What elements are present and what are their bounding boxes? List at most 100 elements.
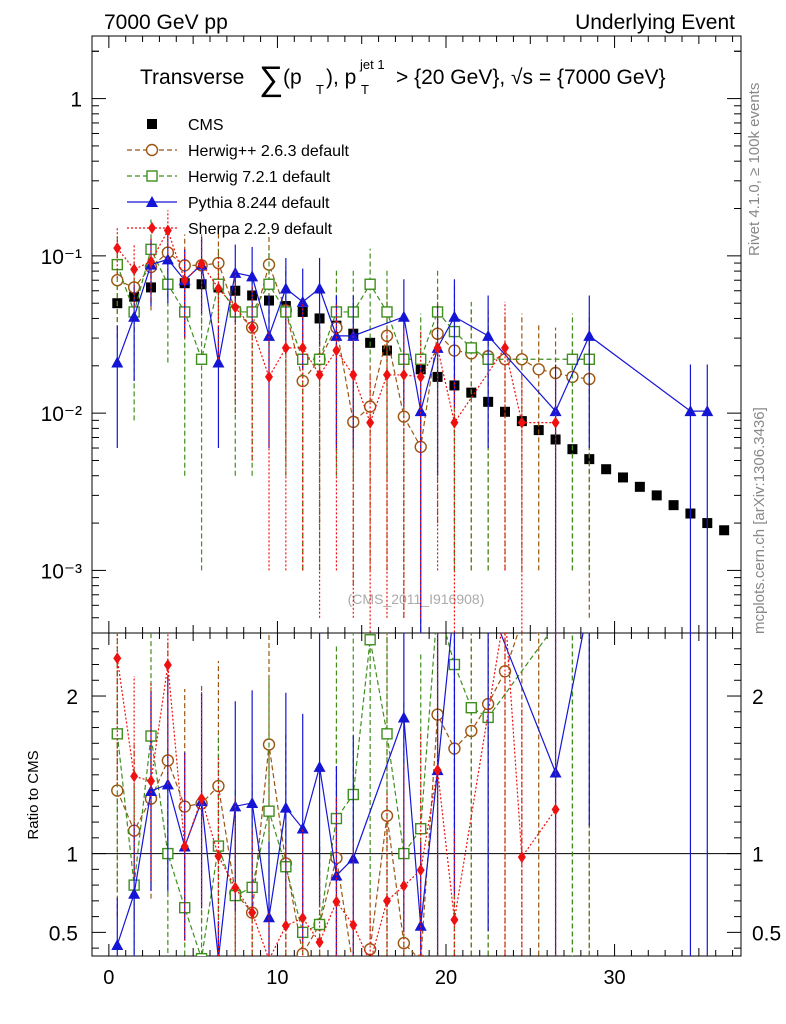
cms-point [500,406,510,417]
title-rest: > {20 GeV}, √s = {7000 GeV} [396,66,666,89]
cms-point [719,525,730,536]
pythia-8-244-default-point [111,356,124,368]
y-tick-label-ratio: 2 [66,686,78,709]
sherpa-2-2-9-default-point [214,282,223,295]
y-tick-label-main: 10⁻³ [41,560,82,583]
sherpa-2-2-9-default-ratio-point [267,953,271,956]
title-superscript-jet: jet 1 [359,57,385,72]
sherpa-2-2-9-default-point [147,255,155,268]
herwig-2-6-3-default-ratio-point [416,954,425,956]
y-tick-label-ratio-right: 2 [752,686,764,709]
sherpa-2-2-9-default-ratio-point [501,604,509,616]
sherpa-2-2-9-default-ratio-point [197,792,206,805]
sherpa-2-2-9-default-point [551,416,560,429]
sherpa-2-2-9-default-ratio-point [551,803,560,816]
rivet-version-label: Rivet 4.1.0, ≥ 100k events [746,83,763,256]
sherpa-2-2-9-default-ratio-point [248,906,257,919]
sherpa-2-2-9-default-point [433,341,442,354]
sherpa-2-2-9-default-point [130,263,139,276]
legend-label-herwig-7-2-1-default: Herwig 7.2.1 default [188,169,331,186]
x-tick-label: 30 [603,967,625,989]
sherpa-2-2-9-default-point [315,368,324,381]
pythia-8-244-default-point [246,270,259,282]
title-prefix: Transverse [140,66,244,89]
herwig-7-2-1-default-point [263,278,275,290]
pythia-8-244-default-point [701,405,714,417]
chart-title: Transverse ∑ (p T ), p T jet 1 > {20 GeV… [140,57,666,98]
legend-label-herwig-2-6-3-default: Herwig++ 2.6.3 default [188,143,350,160]
pythia-8-244-default-point [347,329,360,341]
pythia-8-244-default-point [296,295,309,307]
pythia-8-244-default-point [330,329,343,341]
sherpa-2-2-9-default-ratio-point [163,658,172,671]
main-series-group [111,210,730,633]
pythia-8-244-default-point [482,329,495,341]
pythia-8-244-default-point [448,310,461,322]
legend-marker-cms [147,119,157,129]
ratio-y-axis-label: Ratio to CMS [25,750,42,839]
legend-marker-herwig-7-2-1-default [146,170,158,182]
sherpa-2-2-9-default-ratio-point [281,919,290,932]
herwig-7-2-1-default-ratio-point [415,823,427,835]
pythia-8-244-default-ratio-point [145,785,157,797]
herwig-7-2-1-default-point [381,306,393,318]
herwig-7-2-1-default-ratio-point [195,952,208,956]
sherpa-2-2-9-default-ratio-point [332,895,341,908]
herwig-2-6-3-default-ratio-point [516,616,527,627]
sherpa-2-2-9-default-ratio-point [231,881,240,894]
sherpa-2-2-9-default-point [383,368,391,381]
sherpa-2-2-9-default-ratio-point [130,770,139,783]
cms-point [584,454,595,465]
legend-marker-sherpa-2-2-9-default [148,222,156,234]
pythia-8-244-default-ratio-point [549,766,562,778]
sherpa-2-2-9-default-point [163,224,172,237]
sherpa-2-2-9-default-ratio-point [450,913,459,926]
herwig-2-6-3-default-ratio-point [536,633,542,634]
pythia-8-244-default-ratio-point [414,919,427,931]
herwig-7-2-1-default-point [465,342,477,354]
herwig-7-2-1-default-ratio-point [567,596,577,606]
sherpa-2-2-9-default-point [501,341,509,354]
herwig-7-2-1-default-point [195,353,208,365]
y-tick-label-main: 10⁻² [41,403,82,426]
herwig-7-2-1-default-ratio-point [364,634,376,646]
sherpa-2-2-9-default-ratio-point [180,840,189,853]
legend-marker-herwig-2-6-3-default [145,143,159,157]
pythia-8-244-default-point [414,405,427,417]
x-tick-label: 0 [103,967,114,989]
y-tick-label-ratio: 0.5 [49,922,78,945]
pythia-8-244-default-point [279,282,292,294]
pythia-8-244-default-ratio-point [128,887,141,899]
title-subscript-t1: T [316,82,324,97]
sherpa-2-2-9-default-point [450,416,459,429]
sherpa-2-2-9-default-point [298,341,307,354]
sherpa-2-2-9-default-line [116,228,556,425]
title-close-p: ), p [326,66,356,89]
pythia-8-244-default-line [116,258,708,413]
sherpa-2-2-9-default-point [349,368,358,381]
pythia-8-244-default-point [397,310,410,322]
legend-label-sherpa-2-2-9-default: Sherpa 2.2.9 default [188,221,333,238]
sherpa-2-2-9-default-point [113,242,122,255]
title-paren-p: (p [283,66,302,89]
y-tick-label-ratio-right: 0.5 [752,922,781,945]
sherpa-2-2-9-default-ratio-point [399,879,408,892]
sherpa-2-2-9-default-ratio-point [349,918,358,931]
x-tick-label: 20 [435,967,457,989]
pythia-8-244-default-ratio-point [279,801,292,813]
herwig-2-6-3-default-ratio-point [348,962,359,973]
herwig-7-2-1-default-ratio-point [263,805,275,817]
cms-point [668,500,679,511]
sherpa-2-2-9-default-ratio-point [147,775,155,788]
herwig-7-2-1-default-ratio-point [465,701,477,714]
x-tick-label: 10 [266,967,288,989]
cms-point [634,481,645,492]
herwig-7-2-1-default-point [364,278,376,290]
pythia-8-244-default-ratio-point [313,760,326,772]
legend-marker-pythia-8-244-default [146,196,158,207]
herwig-2-6-3-default-ratio-point [567,596,578,607]
legend-label-cms: CMS [188,117,224,134]
legend-label-pythia-8-244-default: Pythia 8.244 default [188,195,330,212]
header-right: Underlying Event [575,11,735,34]
